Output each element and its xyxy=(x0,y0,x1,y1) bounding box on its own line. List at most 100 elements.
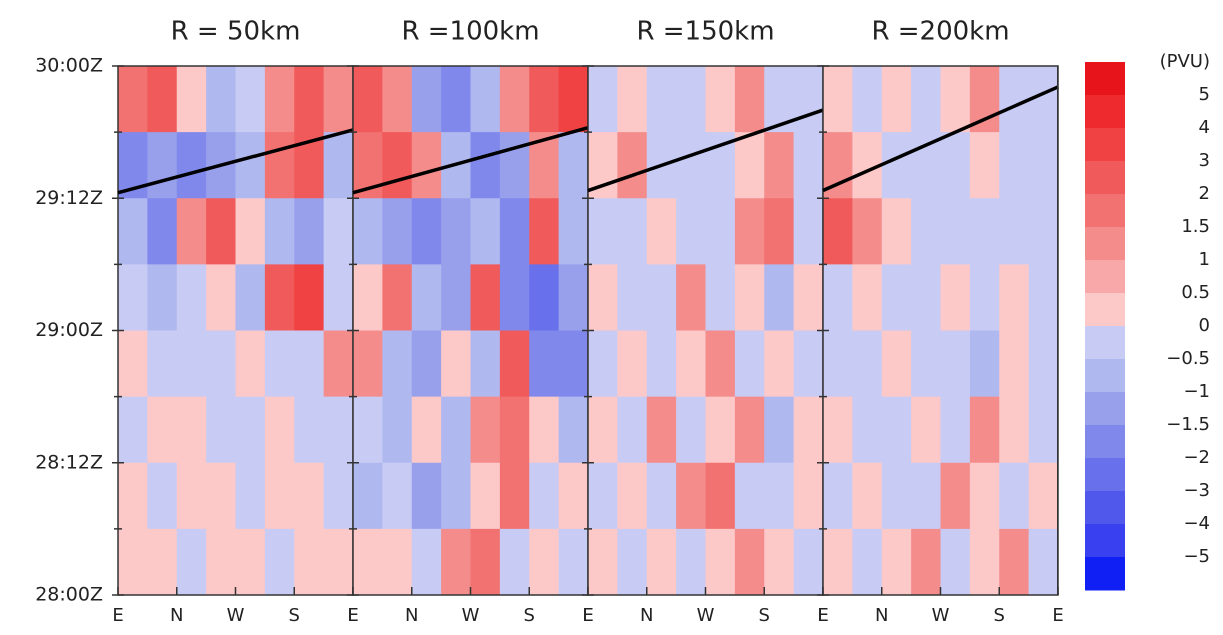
heat-cell xyxy=(147,66,178,133)
heat-cell xyxy=(823,66,853,133)
heat-cell xyxy=(206,66,236,133)
heat-cell xyxy=(206,462,236,530)
colorbar-swatch xyxy=(1085,62,1125,96)
heat-cell xyxy=(411,264,442,331)
heat-cell xyxy=(294,462,325,530)
heat-cell xyxy=(1028,198,1059,265)
heat-cell xyxy=(852,264,883,331)
heat-cell xyxy=(676,264,706,331)
y-tick-label: 30:00Z xyxy=(35,55,103,77)
colorbar-label: 0.5 xyxy=(1181,282,1210,303)
y-tick-label: 28:12Z xyxy=(35,451,103,473)
heat-cell xyxy=(264,462,295,530)
colorbar-label: −4 xyxy=(1183,513,1210,534)
x-tick-label: W xyxy=(462,605,480,626)
heat-cell xyxy=(588,198,618,265)
heat-cell xyxy=(411,462,442,530)
heat-cell xyxy=(1028,330,1059,398)
heat-cell xyxy=(999,528,1030,596)
panel-title: R = 50km xyxy=(171,17,301,47)
heat-cell xyxy=(294,528,325,596)
x-tick-label: E xyxy=(347,605,358,626)
heat-cell xyxy=(441,330,471,398)
heat-cell xyxy=(206,330,236,398)
heat-cell xyxy=(176,264,207,331)
heat-cell xyxy=(147,528,178,596)
heat-cell xyxy=(235,264,266,331)
heat-cell xyxy=(588,528,618,596)
heat-cell xyxy=(911,462,941,530)
heat-cell xyxy=(470,528,501,596)
heat-cell xyxy=(470,396,501,464)
heat-cell xyxy=(969,66,1000,133)
heat-cell xyxy=(382,66,413,133)
heat-cell xyxy=(382,462,413,530)
heat-cell xyxy=(264,66,295,133)
heat-cell xyxy=(294,396,325,464)
heat-cell xyxy=(411,330,442,398)
heat-cell xyxy=(646,330,677,398)
colorbar-label: −5 xyxy=(1183,546,1210,567)
heat-cell xyxy=(499,198,530,265)
heat-cell xyxy=(793,264,824,331)
heat-cell xyxy=(734,132,765,199)
heat-cell xyxy=(940,198,971,265)
colorbar-label: 4 xyxy=(1199,117,1210,138)
heat-cell xyxy=(823,264,853,331)
heat-cell xyxy=(676,132,706,199)
heat-cell xyxy=(617,528,648,596)
x-tick-label: E xyxy=(582,605,593,626)
heat-cell xyxy=(411,66,442,133)
heat-cell xyxy=(911,264,941,331)
heat-cell xyxy=(499,264,530,331)
colorbar-swatch xyxy=(1085,95,1125,129)
heat-cell xyxy=(646,264,677,331)
x-tick-label: S xyxy=(524,605,535,626)
heat-cell xyxy=(911,396,941,464)
heat-cell xyxy=(323,198,354,265)
colorbar-swatch xyxy=(1085,491,1125,525)
heat-cell xyxy=(353,264,383,331)
x-tick-label: S xyxy=(289,605,300,626)
heat-cell xyxy=(940,66,971,133)
heat-cell xyxy=(147,330,178,398)
heat-cell xyxy=(646,528,677,596)
heat-cell xyxy=(264,198,295,265)
heat-cell xyxy=(705,396,736,464)
heat-cell xyxy=(969,264,1000,331)
heat-cell xyxy=(118,264,148,331)
heat-cell xyxy=(617,198,648,265)
heat-cell xyxy=(264,528,295,596)
heat-cell xyxy=(176,330,207,398)
heat-cell xyxy=(881,264,912,331)
x-tick-label: N xyxy=(640,605,653,626)
heat-cell xyxy=(940,528,971,596)
panel-title: R =150km xyxy=(636,17,774,47)
heat-cell xyxy=(499,396,530,464)
heat-cell xyxy=(441,264,471,331)
panel-frame xyxy=(1057,66,1058,595)
heat-cell xyxy=(1028,396,1059,464)
heat-cell xyxy=(411,396,442,464)
heat-cell xyxy=(558,198,589,265)
heat-cell xyxy=(264,396,295,464)
heat-cell xyxy=(676,198,706,265)
heat-cell xyxy=(969,528,1000,596)
heat-cell xyxy=(676,330,706,398)
x-tick-label: W xyxy=(227,605,245,626)
panel-title: R =100km xyxy=(401,17,539,47)
heat-cell xyxy=(323,132,354,199)
heat-cell xyxy=(969,330,1000,398)
heat-cell xyxy=(911,528,941,596)
heat-cell xyxy=(793,330,824,398)
heat-cell xyxy=(911,198,941,265)
heat-cell xyxy=(235,396,266,464)
y-tick-label: 28:00Z xyxy=(35,584,103,606)
heat-cell xyxy=(999,198,1030,265)
heat-cell xyxy=(353,198,383,265)
heat-cell xyxy=(294,330,325,398)
heat-cell xyxy=(323,528,354,596)
colorbar-swatch xyxy=(1085,557,1125,591)
heat-cell xyxy=(734,66,765,133)
heat-cell xyxy=(558,330,589,398)
